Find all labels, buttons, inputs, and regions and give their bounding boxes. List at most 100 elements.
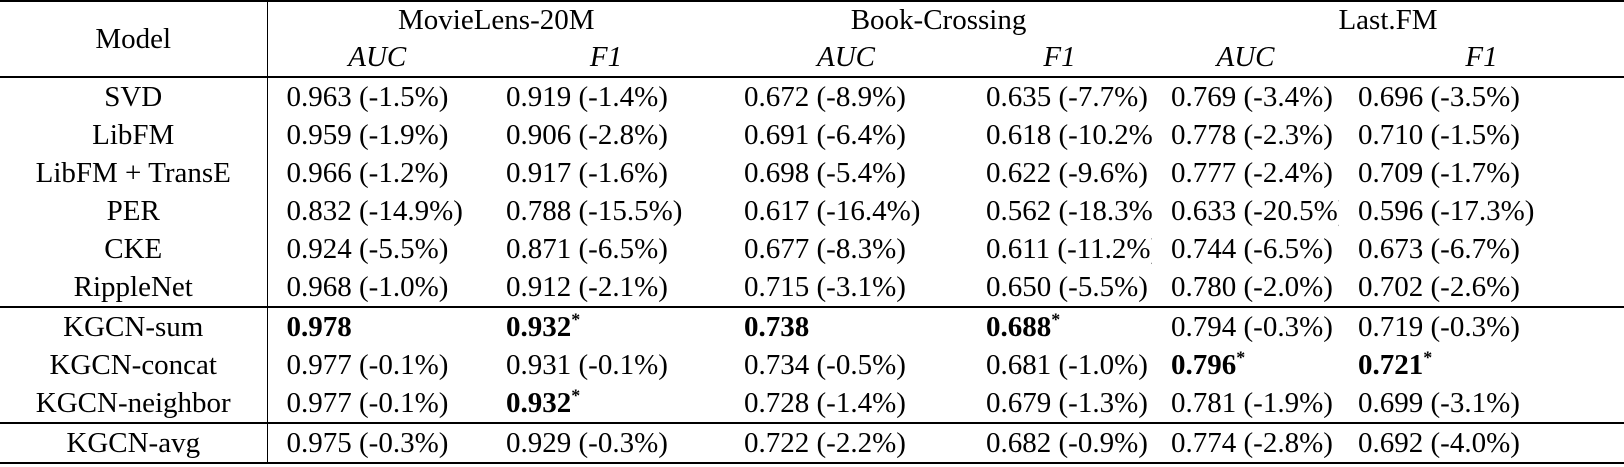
metric-value: 0.688* (986, 308, 1061, 343)
metric-value: 0.966 (-1.2%) (286, 156, 449, 189)
metric-value: 0.774 (-2.8%) (1171, 426, 1333, 459)
model-name: SVD (0, 77, 268, 116)
metric-value: 0.963 (-1.5%) (286, 80, 449, 113)
metric-value-cell: 0.780 (-2.0%) (1152, 268, 1339, 307)
metric-header-row: AUC F1 AUC F1 AUC F1 (0, 39, 1624, 77)
metric-value-cell: 0.832 (-14.9%) (267, 192, 487, 230)
metric-value-cell: 0.932* (487, 307, 725, 346)
metric-value: 0.794 (-0.3%) (1171, 310, 1333, 343)
metric-value: 0.769 (-3.4%) (1171, 80, 1333, 113)
metric-value-cell: 0.778 (-2.3%) (1152, 116, 1339, 154)
metric-value-cell: 0.919 (-1.4%) (487, 77, 725, 116)
metric-value: 0.692 (-4.0%) (1358, 426, 1520, 459)
table-row: RippleNet 0.968 (-1.0%) 0.912 (-2.1%) 0.715… (0, 268, 1624, 307)
model-name: KGCN-neighbor (0, 384, 268, 423)
metric-value-cell: 0.929 (-0.3%) (487, 423, 725, 463)
metric-value: 0.932* (506, 384, 581, 419)
table-body: SVD 0.963 (-1.5%) 0.919 (-1.4%) 0.672 (-8.9… (0, 77, 1624, 463)
metric-value: 0.596 (-17.3%) (1358, 194, 1535, 227)
best-result-star: * (571, 308, 581, 329)
metric-value: 0.702 (-2.6%) (1358, 270, 1520, 303)
metric-value: 0.611 (-11.2%) (986, 232, 1153, 265)
metric-value-cell: 0.677 (-8.3%) (725, 230, 967, 268)
metric-value-cell: 0.781 (-1.9%) (1152, 384, 1339, 423)
metric-header-movielens-auc: AUC (348, 41, 407, 73)
metric-value: 0.673 (-6.7%) (1358, 232, 1520, 265)
metric-value: 0.622 (-9.6%) (986, 156, 1148, 189)
metric-value-cell: 0.617 (-16.4%) (725, 192, 967, 230)
metric-value: 0.744 (-6.5%) (1171, 232, 1333, 265)
metric-value-cell: 0.702 (-2.6%) (1339, 268, 1624, 307)
metric-value: 0.691 (-6.4%) (744, 118, 906, 151)
metric-value-cell: 0.738 (725, 307, 967, 346)
metric-value: 0.929 (-0.3%) (506, 426, 668, 459)
metric-value-cell: 0.931 (-0.1%) (487, 346, 725, 384)
metric-value: 0.635 (-7.7%) (986, 80, 1148, 113)
metric-value-cell: 0.698 (-5.4%) (725, 154, 967, 192)
metric-value-cell: 0.968 (-1.0%) (267, 268, 487, 307)
model-name: CKE (0, 230, 268, 268)
metric-value-cell: 0.932* (487, 384, 725, 423)
metric-value-cell: 0.715 (-3.1%) (725, 268, 967, 307)
model-name: LibFM (0, 116, 268, 154)
metric-value: 0.919 (-1.4%) (506, 80, 668, 113)
metric-value-cell: 0.696 (-3.5%) (1339, 77, 1624, 116)
metric-value-cell: 0.633 (-20.5%) (1152, 192, 1339, 230)
metric-value-cell: 0.788 (-15.5%) (487, 192, 725, 230)
model-name: LibFM + TransE (0, 154, 268, 192)
metric-value-cell: 0.794 (-0.3%) (1152, 307, 1339, 346)
metric-header-lastfm-auc: AUC (1216, 41, 1275, 73)
metric-header-bookcrossing-f1: F1 (1043, 41, 1076, 73)
table-row: CKE 0.924 (-5.5%) 0.871 (-6.5%) 0.677 (-8.3… (0, 230, 1624, 268)
metric-value-cell: 0.635 (-7.7%) (967, 77, 1152, 116)
metric-header-movielens-f1: F1 (589, 41, 623, 73)
metric-value-cell: 0.618 (-10.2%) (967, 116, 1152, 154)
metric-value-cell: 0.871 (-6.5%) (487, 230, 725, 268)
metric-value: 0.788 (-15.5%) (506, 194, 683, 227)
metric-value: 0.728 (-1.4%) (744, 386, 906, 419)
metric-value-cell: 0.769 (-3.4%) (1152, 77, 1339, 116)
metric-value-cell: 0.562 (-18.3%) (967, 192, 1152, 230)
metric-value: 0.832 (-14.9%) (286, 194, 463, 227)
metric-value: 0.871 (-6.5%) (506, 232, 668, 265)
metric-value: 0.917 (-1.6%) (506, 156, 668, 189)
metric-value-cell: 0.734 (-0.5%) (725, 346, 967, 384)
metric-value-cell: 0.966 (-1.2%) (267, 154, 487, 192)
metric-value-cell: 0.959 (-1.9%) (267, 116, 487, 154)
best-result-star: * (571, 384, 581, 405)
metric-value-cell: 0.596 (-17.3%) (1339, 192, 1624, 230)
metric-value-cell: 0.679 (-1.3%) (967, 384, 1152, 423)
metric-value: 0.677 (-8.3%) (744, 232, 906, 265)
metric-value: 0.650 (-5.5%) (986, 270, 1148, 303)
metric-value-cell: 0.682 (-0.9%) (967, 423, 1152, 463)
metric-value-cell: 0.975 (-0.3%) (267, 423, 487, 463)
metric-value: 0.968 (-1.0%) (286, 270, 449, 303)
metric-value: 0.709 (-1.7%) (1358, 156, 1520, 189)
best-result-star: * (1051, 308, 1061, 329)
metric-value: 0.698 (-5.4%) (744, 156, 906, 189)
metric-value: 0.924 (-5.5%) (286, 232, 449, 265)
table-row: SVD 0.963 (-1.5%) 0.919 (-1.4%) 0.672 (-8.9… (0, 77, 1624, 116)
metric-value: 0.696 (-3.5%) (1358, 80, 1520, 113)
metric-value: 0.722 (-2.2%) (744, 426, 906, 459)
metric-value-cell: 0.722 (-2.2%) (725, 423, 967, 463)
table-row: PER 0.832 (-14.9%) 0.788 (-15.5%) 0.617 (-1… (0, 192, 1624, 230)
metric-header-bookcrossing-auc: AUC (817, 41, 875, 73)
table-row: LibFM + TransE 0.966 (-1.2%) 0.917 (-1.6%)… (0, 154, 1624, 192)
metric-value: 0.738 (744, 310, 810, 343)
metric-value-cell: 0.721* (1339, 346, 1624, 384)
dataset-header-last-fm: Last.FM (1338, 4, 1438, 36)
table-row: LibFM 0.959 (-1.9%) 0.906 (-2.8%) 0.691 (-6… (0, 116, 1624, 154)
metric-value: 0.721* (1358, 346, 1433, 381)
table-row: KGCN-avg 0.975 (-0.3%) 0.929 (-0.3%) 0.722 … (0, 423, 1624, 463)
metric-value: 0.780 (-2.0%) (1171, 270, 1333, 303)
metric-value-cell: 0.650 (-5.5%) (967, 268, 1152, 307)
metric-value: 0.715 (-3.1%) (744, 270, 906, 303)
metric-value-cell: 0.709 (-1.7%) (1339, 154, 1624, 192)
metric-value-cell: 0.673 (-6.7%) (1339, 230, 1624, 268)
metric-value: 0.959 (-1.9%) (286, 118, 449, 151)
metric-value: 0.777 (-2.4%) (1171, 156, 1333, 189)
best-result-star: * (1423, 346, 1433, 367)
metric-value-cell: 0.912 (-2.1%) (487, 268, 725, 307)
